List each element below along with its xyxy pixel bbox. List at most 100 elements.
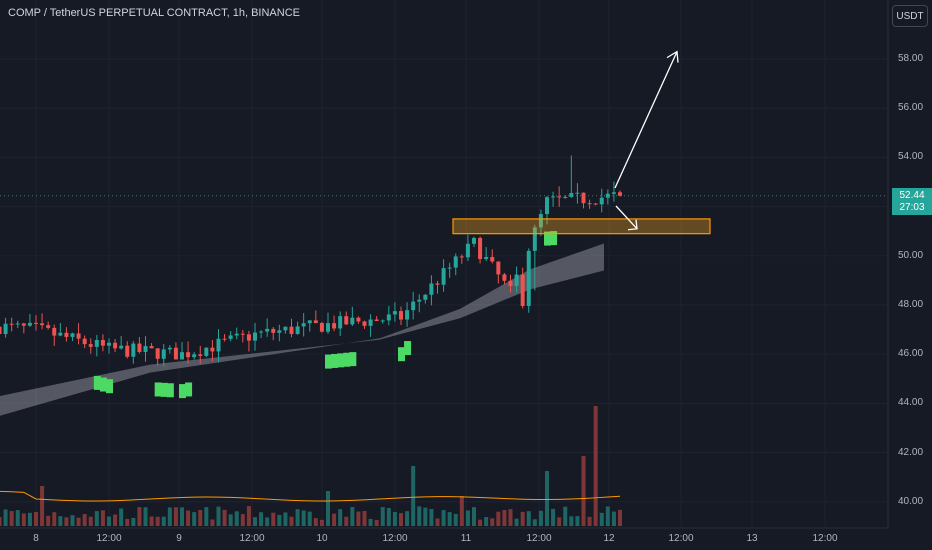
volume-bar <box>441 510 446 526</box>
volume-bar <box>551 508 556 526</box>
up-arrow-head <box>666 50 679 63</box>
highlight-bar <box>398 347 405 362</box>
volume-bar <box>131 517 136 526</box>
volume-bar <box>338 509 343 526</box>
volume-bar <box>107 516 111 526</box>
candle-body <box>593 203 598 205</box>
candle-body <box>545 197 549 215</box>
candle-body <box>569 192 574 197</box>
time-axis-label: 12:00 <box>96 533 122 544</box>
last-price-value: 52.44 <box>899 190 925 201</box>
time-axis-label: 12:00 <box>526 533 552 544</box>
candle-body <box>417 299 422 302</box>
down-arrow-head <box>627 219 638 231</box>
volume-bar <box>307 511 312 526</box>
candle-body <box>362 321 367 326</box>
volume-bar <box>88 516 93 526</box>
volume-bar <box>411 466 416 526</box>
volume-bar <box>295 509 300 526</box>
candle-body <box>234 333 239 336</box>
time-axis-label: 9 <box>176 533 182 544</box>
candle-body <box>605 193 610 198</box>
highlight-bar <box>154 382 162 397</box>
candle-body <box>143 346 148 352</box>
volume-bar <box>222 509 227 526</box>
candle-body <box>180 352 184 360</box>
highlight-bar <box>325 354 332 369</box>
highlight-bar <box>343 352 351 367</box>
volume-bar <box>587 516 592 526</box>
volume-bar <box>283 512 288 526</box>
volume-bar <box>490 518 495 526</box>
price-axis-label: 54.00 <box>898 151 924 163</box>
price-axis-label: 50.00 <box>898 249 924 261</box>
symbol-title[interactable]: COMP / TetherUS PERPETUAL CONTRACT, 1h, … <box>8 7 300 19</box>
candle-body <box>246 334 251 341</box>
volume-bar <box>435 518 440 526</box>
volume-bar <box>149 516 154 526</box>
price-axis-label: 48.00 <box>898 299 924 310</box>
candle-body <box>551 196 556 198</box>
highlight-bar <box>106 379 113 394</box>
volume-bar <box>399 513 403 526</box>
candle-body <box>575 192 580 194</box>
volume-bar <box>599 512 604 526</box>
candle-body <box>216 338 221 352</box>
volume-bar <box>569 516 574 526</box>
volume-bar <box>575 516 580 526</box>
candle-body <box>186 352 191 358</box>
candle-body <box>532 227 537 251</box>
volume-bar <box>429 508 434 526</box>
volume-bar <box>417 506 422 526</box>
candle-body <box>313 320 318 324</box>
candle-body <box>27 322 32 326</box>
candle-body <box>587 203 592 205</box>
candle-body <box>259 331 264 333</box>
highlight-bar <box>160 382 168 397</box>
volume-bar <box>113 514 118 526</box>
volume-bar <box>143 507 148 526</box>
volume-bar <box>362 510 367 526</box>
highlight-bar <box>99 377 107 392</box>
candle-body <box>198 354 203 356</box>
candle-body <box>478 237 483 260</box>
candle-body <box>265 328 270 332</box>
volume-bar <box>271 512 276 526</box>
volume-bar <box>514 518 519 526</box>
candle-body <box>338 316 343 329</box>
candle-body <box>386 314 391 321</box>
volume-bar <box>58 516 63 526</box>
volume-bar <box>173 507 178 526</box>
bar-countdown: 27:03 <box>899 202 925 213</box>
candle-body <box>271 328 276 333</box>
candle-body <box>441 268 446 285</box>
candle-body <box>399 311 403 320</box>
volume-bar <box>0 517 2 526</box>
candle-body <box>496 261 501 275</box>
candle-body <box>289 326 294 334</box>
volume-bar <box>82 514 87 526</box>
candle-body <box>490 257 495 262</box>
candle-body <box>405 310 410 320</box>
volume-bar <box>502 509 507 526</box>
volume-bar <box>253 517 257 526</box>
highlight-bar <box>185 382 193 397</box>
volume-bar <box>246 506 251 526</box>
volume-bar <box>34 511 38 526</box>
currency-button[interactable]: USDT <box>892 5 928 27</box>
candle-body <box>94 340 99 347</box>
candle-body <box>40 323 45 326</box>
candle-body <box>514 274 519 286</box>
highlight-bar <box>349 352 357 367</box>
volume-bar <box>447 512 452 526</box>
candle-body <box>520 274 525 306</box>
candle-body <box>301 323 306 327</box>
time-axis-label: 11 <box>460 533 472 544</box>
volume-bar <box>581 456 586 526</box>
time-axis-label: 12:00 <box>239 533 265 544</box>
candle-body <box>173 347 178 360</box>
volume-bar <box>46 515 51 526</box>
candle-body <box>222 338 227 340</box>
